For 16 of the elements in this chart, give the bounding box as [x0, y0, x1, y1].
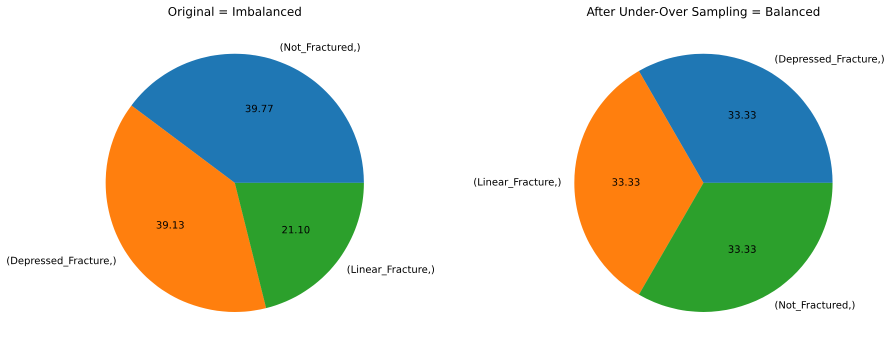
data-label: 39.13: [156, 221, 184, 229]
data-label: 33.33: [612, 178, 640, 186]
slice-label: (Depressed_Fracture,): [7, 256, 116, 266]
slice-label: (Depressed_Fracture,): [775, 54, 884, 65]
chart-title: After Under-Over Sampling = Balanced: [586, 6, 820, 18]
pie-slice: [574, 71, 704, 295]
chart-title: Original = Imbalanced: [168, 6, 301, 18]
data-label: 33.33: [728, 111, 756, 119]
slice-label: (Linear_Fracture,): [348, 265, 434, 276]
slice-label: (Not_Fractured,): [280, 43, 360, 54]
slice-label: (Not_Fractured,): [775, 300, 855, 311]
slice-label: (Linear_Fracture,): [474, 178, 561, 188]
data-label: 33.33: [728, 245, 756, 253]
data-label: 39.77: [246, 104, 273, 112]
data-label: 21.10: [282, 226, 310, 234]
pie-slice: [131, 54, 364, 183]
